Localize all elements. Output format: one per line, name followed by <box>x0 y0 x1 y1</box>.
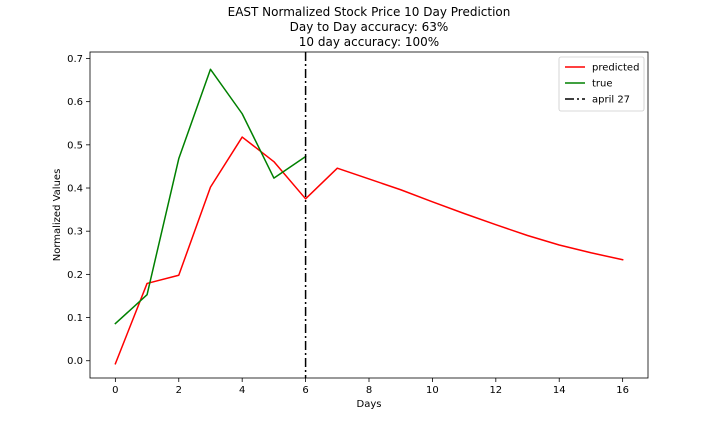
x-axis-label: Days <box>357 399 382 410</box>
y-tick-label: 0.5 <box>67 140 83 151</box>
x-tick-label: 2 <box>176 385 182 396</box>
x-tick-label: 14 <box>553 385 566 396</box>
y-tick-label: 0.3 <box>67 227 83 238</box>
x-tick-label: 8 <box>366 385 372 396</box>
y-tick-label: 0.1 <box>67 313 83 324</box>
x-tick-label: 12 <box>489 385 502 396</box>
y-tick-label: 0.6 <box>67 97 83 108</box>
y-tick-label: 0.0 <box>67 356 83 367</box>
chart-title-line-3: 10 day accuracy: 100% <box>299 35 439 49</box>
legend-label-true: true <box>592 79 613 90</box>
x-tick-label: 0 <box>112 385 118 396</box>
series-line-true <box>114 68 307 325</box>
chart-title-line-2: Day to Day accuracy: 63% <box>290 20 449 34</box>
series-line-predicted <box>114 136 624 365</box>
x-tick-label: 4 <box>239 385 245 396</box>
x-tick-label: 10 <box>426 385 439 396</box>
chart-title-line-1: EAST Normalized Stock Price 10 Day Predi… <box>228 5 511 19</box>
y-tick-label: 0.2 <box>67 270 83 281</box>
x-tick-label: 16 <box>616 385 629 396</box>
x-tick-label: 6 <box>302 385 308 396</box>
plot-area: 0 2 4 6 8 10 12 14 16 0.0 0.1 0.2 0.3 0.4 0.5 0.6 0.7 <box>67 51 649 396</box>
legend-box <box>558 56 645 112</box>
y-axis-label: Normalized Values <box>52 169 63 262</box>
y-tick-label: 0.7 <box>67 54 83 65</box>
y-tick-label: 0.4 <box>67 184 83 195</box>
legend: predicted true april 27 <box>558 56 645 112</box>
legend-label-predicted: predicted <box>592 63 639 74</box>
legend-label-april-27: april 27 <box>592 95 630 106</box>
